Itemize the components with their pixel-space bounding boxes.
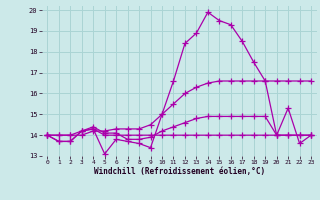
X-axis label: Windchill (Refroidissement éolien,°C): Windchill (Refroidissement éolien,°C) [94,167,265,176]
